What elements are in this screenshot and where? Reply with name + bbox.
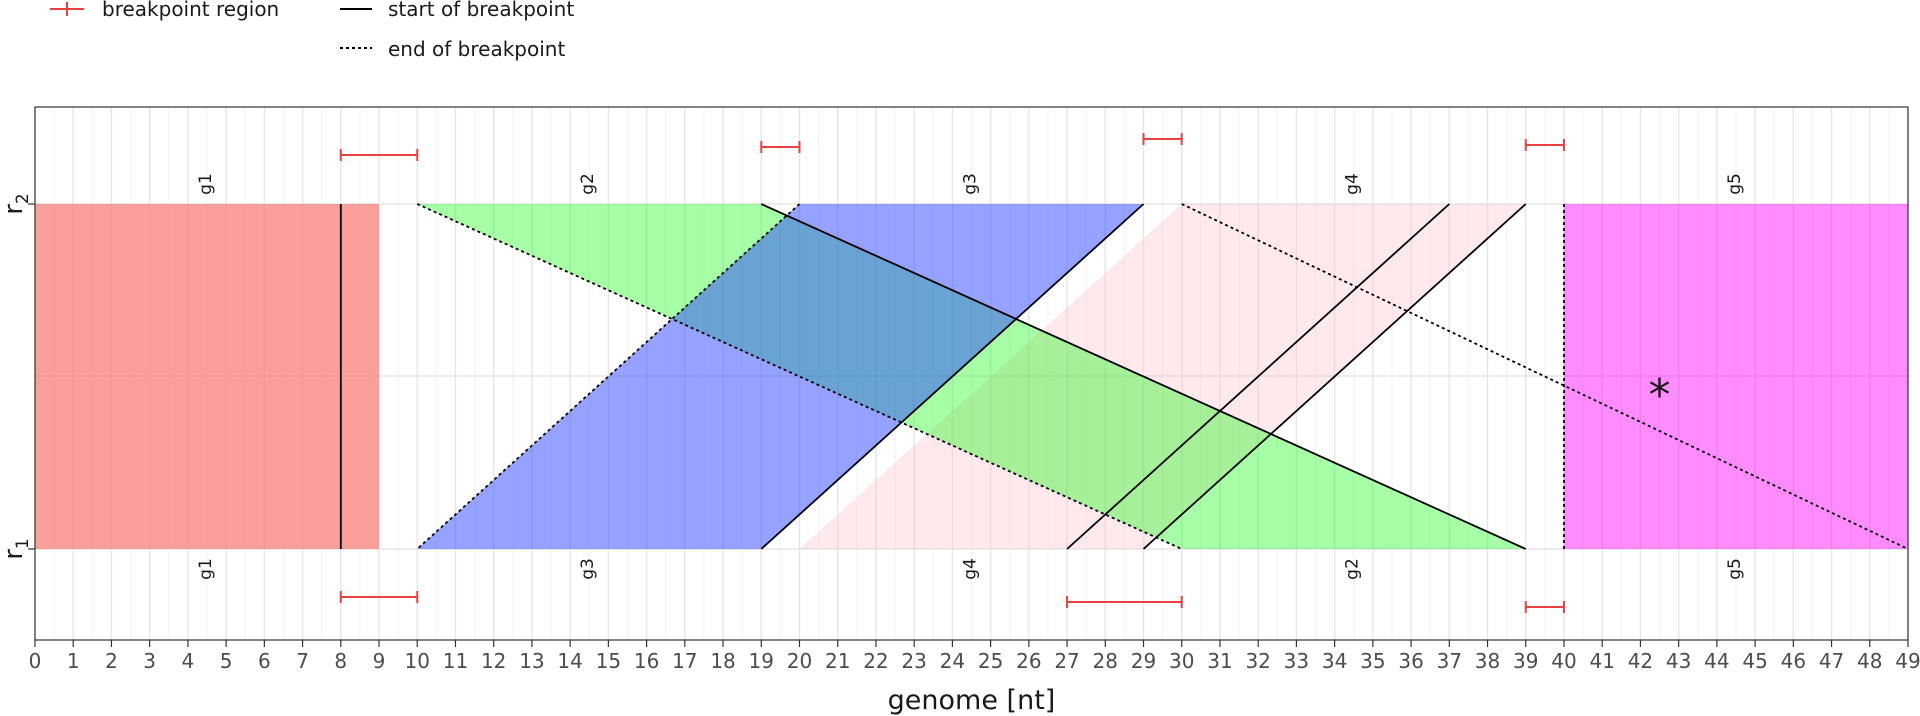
x-tick-label: 2: [105, 649, 118, 673]
x-tick-label: 14: [557, 649, 582, 673]
bands: [35, 204, 1908, 549]
annotation-asterisk: *: [1649, 370, 1671, 421]
x-tick-label: 3: [143, 649, 156, 673]
legend-breakpoint-label: breakpoint region: [102, 0, 279, 21]
y-axis: r2 r1: [0, 193, 35, 560]
gene-label-r2: g3: [960, 173, 980, 195]
x-tick-label: 44: [1704, 649, 1729, 673]
x-tick-label: 48: [1857, 649, 1882, 673]
x-tick-label: 36: [1398, 649, 1423, 673]
band-g5: [1563, 204, 1908, 549]
x-axis-title: genome [nt]: [888, 685, 1056, 716]
start-of-breakpoint-line: [1142, 203, 1527, 550]
x-tick-label: 23: [901, 649, 926, 673]
x-tick-label: 6: [258, 649, 271, 673]
x-tick-label: 10: [405, 649, 430, 673]
breakpoint-lines: [339, 203, 1909, 550]
x-tick-label: 34: [1322, 649, 1347, 673]
x-tick-label: 0: [29, 649, 42, 673]
gene-label-r1: g3: [578, 558, 598, 580]
x-tick-label: 43: [1666, 649, 1691, 673]
start-of-breakpoint-line: [760, 203, 1145, 550]
gene-label-r1: g5: [1725, 558, 1745, 580]
x-tick-label: 7: [296, 649, 309, 673]
gene-label-r1: g2: [1343, 558, 1363, 580]
band-g3: [417, 204, 1144, 549]
breakpoint-regions: [339, 133, 1565, 613]
x-axis: 0 1 2 3 4 5 6 7 8 9 10 11 12 13 14 15 16 17 18 19 20 21 22 23 24…: [29, 640, 1920, 673]
x-tick-label: 45: [1742, 649, 1767, 673]
x-tick-label: 16: [634, 649, 659, 673]
x-tick-label: 1: [67, 649, 80, 673]
x-tick-label: 26: [1016, 649, 1041, 673]
start-of-breakpoint-line: [1066, 203, 1450, 550]
x-tick-label: 30: [1169, 649, 1194, 673]
x-tick-label: 37: [1437, 649, 1462, 673]
x-tick-label: 19: [749, 649, 774, 673]
x-tick-label: 35: [1360, 649, 1385, 673]
legend-end-label: end of breakpoint: [388, 37, 565, 61]
legend: breakpoint region start of breakpoint en…: [50, 0, 574, 61]
end-of-breakpoint-line: [1181, 203, 1909, 550]
gene-label-r2: g5: [1725, 173, 1745, 195]
gene-label-r2: g1: [196, 173, 216, 195]
x-tick-label: 17: [672, 649, 697, 673]
x-tick-label: 15: [596, 649, 621, 673]
x-tick-label: 29: [1131, 649, 1156, 673]
x-tick-label: 27: [1054, 649, 1079, 673]
x-tick-label: 11: [443, 649, 468, 673]
band-g1: [35, 204, 380, 549]
x-tick-label: 41: [1589, 649, 1614, 673]
x-tick-label: 42: [1628, 649, 1653, 673]
x-tick-label: 12: [481, 649, 506, 673]
plot-frame: [34, 106, 1909, 641]
x-tick-label: 46: [1781, 649, 1806, 673]
gene-label-r1: g1: [196, 558, 216, 580]
x-tick-label: 40: [1551, 649, 1576, 673]
x-tick-label: 49: [1895, 649, 1920, 673]
x-tick-label: 32: [1245, 649, 1270, 673]
x-tick-label: 21: [825, 649, 850, 673]
x-tick-label: 39: [1513, 649, 1538, 673]
y-tick-label-r2: r2: [0, 193, 33, 215]
x-tick-label: 22: [863, 649, 888, 673]
x-tick-label: 4: [182, 649, 195, 673]
legend-start-label: start of breakpoint: [388, 0, 574, 21]
gene-label-r2: g4: [1343, 173, 1363, 195]
gene-labels: g1 g2 g3 g4 g5 g1 g3 g4 g2 g5: [196, 173, 1745, 580]
gene-label-r2: g2: [578, 173, 598, 195]
x-tick-label: 8: [334, 649, 347, 673]
end-of-breakpoint-line: [416, 203, 801, 550]
band-g4: [799, 204, 1526, 549]
x-tick-label: 13: [519, 649, 544, 673]
x-tick-label: 28: [1093, 649, 1118, 673]
x-tick-label: 47: [1819, 649, 1844, 673]
x-tick-label: 25: [978, 649, 1003, 673]
x-tick-label: 9: [373, 649, 386, 673]
x-tick-label: 5: [220, 649, 233, 673]
x-tick-label: 33: [1284, 649, 1309, 673]
end-of-breakpoint-line: [416, 203, 1183, 550]
band-g2: [417, 204, 1526, 549]
x-tick-label: 38: [1475, 649, 1500, 673]
y-tick-label-r1: r1: [0, 538, 33, 560]
x-tick-label: 20: [787, 649, 812, 673]
x-tick-label: 31: [1207, 649, 1232, 673]
start-of-breakpoint-line: [760, 203, 1527, 550]
x-tick-label: 24: [940, 649, 965, 673]
x-tick-label: 18: [710, 649, 735, 673]
gene-label-r1: g4: [960, 558, 980, 580]
